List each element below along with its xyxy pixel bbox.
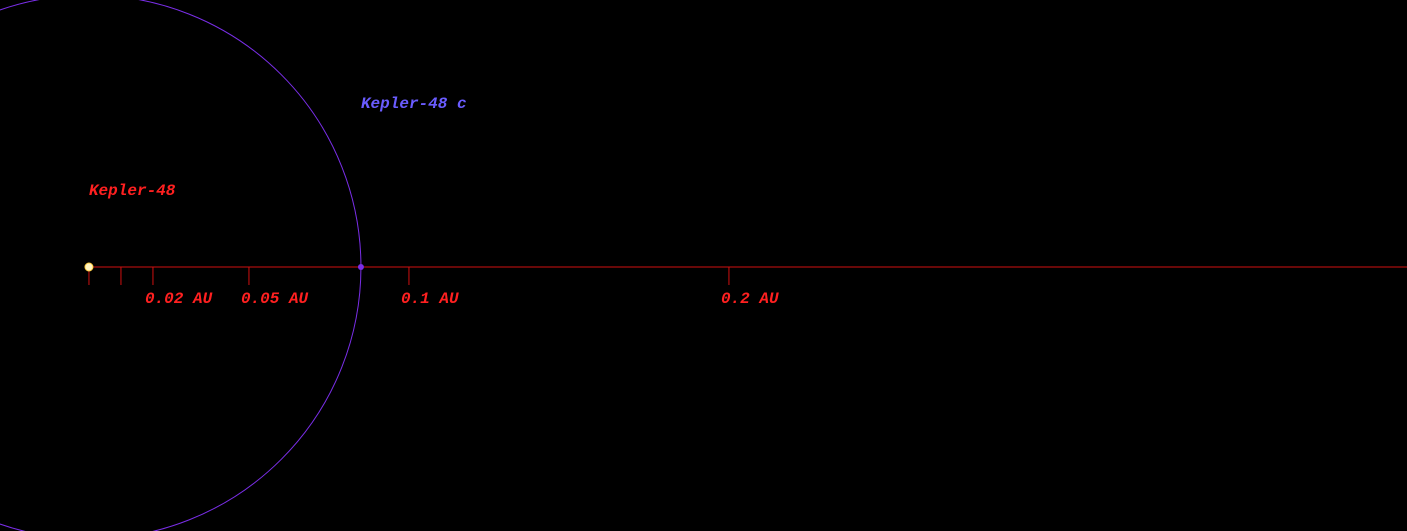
orbit-path — [0, 0, 362, 531]
scale-label: 0.02 AU — [145, 290, 213, 308]
scale-label: 0.1 AU — [401, 290, 459, 308]
scale-label: 0.05 AU — [241, 290, 309, 308]
star-label: Kepler-48 — [89, 182, 176, 200]
scale-label: 0.2 AU — [721, 290, 779, 308]
planet-label: Kepler-48 c — [361, 95, 467, 113]
planet — [357, 264, 364, 270]
star — [84, 262, 94, 272]
